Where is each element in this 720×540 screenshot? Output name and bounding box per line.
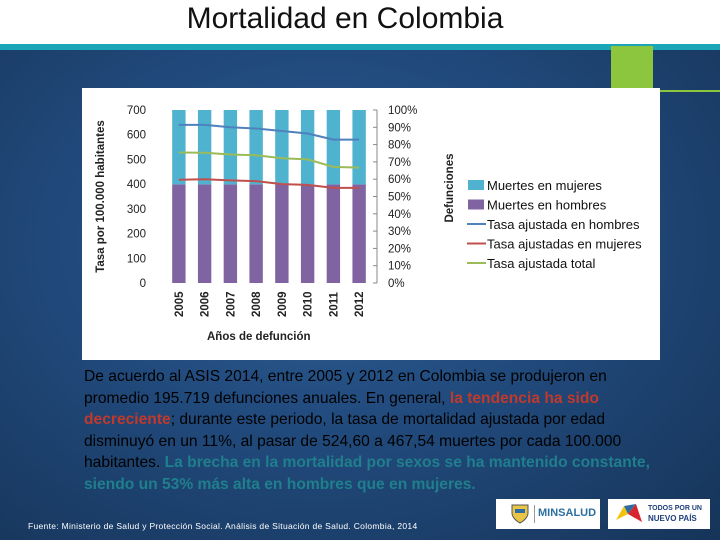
y-right-tick-label: 70% <box>388 157 411 169</box>
y-right-tick-label: 100% <box>388 105 417 117</box>
logo-line-2: NUEVO PAÍS <box>648 514 697 523</box>
y-right-tick-label: 40% <box>388 209 411 221</box>
legend-label: Tasa ajustada total <box>487 256 596 271</box>
y-right-axis-title: Defunciones <box>444 153 456 222</box>
body-paragraph: De acuerdo al ASIS 2014, entre 2005 y 20… <box>84 366 664 495</box>
minsalud-logo: MINSALUD <box>496 499 600 529</box>
series-line <box>178 178 360 189</box>
x-tick-label: 2010 <box>303 291 315 317</box>
shield-icon <box>511 504 529 524</box>
series-line <box>178 151 360 169</box>
bar-mujeres <box>249 110 263 185</box>
legend-label: Muertes en hombres <box>487 198 607 213</box>
y-right-tick-label: 50% <box>388 192 411 204</box>
y-left-tick-label: 400 <box>127 179 146 191</box>
bar-hombres <box>249 184 263 283</box>
y-left-tick-label: 700 <box>127 105 146 117</box>
series-line <box>178 123 360 141</box>
title-bar <box>0 0 720 44</box>
bar-mujeres <box>197 110 212 185</box>
legend-label: Tasa ajustadas en mujeres <box>487 237 642 252</box>
bar-mujeres <box>352 110 366 185</box>
body-text-1: De acuerdo al ASIS 2014, entre 2005 y 20… <box>84 368 607 407</box>
bar-hombres <box>352 184 366 283</box>
bar-hombres <box>275 184 289 283</box>
y-right-tick-label: 80% <box>388 140 411 152</box>
x-tick-label: 2005 <box>174 291 186 317</box>
legend-swatch <box>468 180 484 190</box>
flag-icon <box>616 504 642 522</box>
bar-mujeres <box>172 110 186 185</box>
y-right-tick-label: 90% <box>388 122 411 134</box>
y-right-tick-label: 10% <box>388 261 411 273</box>
y-left-tick-label: 300 <box>127 204 146 216</box>
y-left-tick-label: 600 <box>127 130 146 142</box>
x-tick-label: 2009 <box>277 291 289 317</box>
slide-title: Mortalidad en Colombia <box>186 2 504 35</box>
bar-mujeres <box>275 110 289 185</box>
accent-stripe <box>0 44 720 50</box>
bar-mujeres <box>300 110 315 185</box>
bar-mujeres <box>223 110 238 185</box>
accent-block <box>611 46 653 90</box>
todos-por-un-nuevo-pais-logo: TODOS POR UN NUEVO PAÍS <box>608 499 710 529</box>
x-tick-label: 2007 <box>225 291 237 317</box>
accent-line <box>653 90 720 92</box>
bar-mujeres <box>326 110 341 185</box>
source-note: Fuente: Ministerio de Salud y Protección… <box>28 521 418 531</box>
x-tick-label: 2012 <box>354 291 366 317</box>
y-right-tick-label: 30% <box>388 226 411 238</box>
y-right-tick-label: 0% <box>388 278 405 290</box>
y-left-axis-title: Tasa por 100.000 habitantes <box>95 120 107 273</box>
mortality-chart: 0 100 200 300 400 500 600 700 0% 10% 20% 30% 40% 50% 6… <box>95 105 642 343</box>
legend-swatch <box>468 199 484 210</box>
y-right-tick-label: 60% <box>388 174 411 186</box>
x-tick-label: 2011 <box>328 291 340 317</box>
bar-hombres <box>197 184 212 283</box>
bar-hombres <box>223 184 238 283</box>
y-right-tick-label: 20% <box>388 243 411 255</box>
logo-line-1: TODOS POR UN <box>648 505 702 512</box>
bar-hombres <box>172 184 186 283</box>
body-highlight-gap: La brecha en la mortalidad por sexos se … <box>84 454 650 493</box>
chart-panel: 0 100 200 300 400 500 600 700 0% 10% 20% 30% 40% 50% 6… <box>82 88 660 360</box>
y-left-tick-label: 200 <box>127 229 146 241</box>
body-text-2: ; durante este periodo, la tasa de morta… <box>84 411 622 471</box>
x-tick-label: 2006 <box>200 291 212 317</box>
body-highlight-trend: la tendencia ha sido decreciente <box>84 389 599 429</box>
legend-label: Muertes en mujeres <box>487 178 602 193</box>
x-tick-label: 2008 <box>251 291 263 317</box>
x-axis-title: Años de defunción <box>207 331 311 343</box>
y-left-tick-label: 0 <box>140 278 146 290</box>
bar-hombres <box>300 184 315 283</box>
y-left-tick-label: 100 <box>127 253 146 265</box>
y-left-tick-label: 500 <box>127 154 146 166</box>
minsalud-label: MINSALUD <box>538 507 597 519</box>
bar-hombres <box>326 184 341 283</box>
legend-label: Tasa ajustada en hombres <box>487 217 640 232</box>
